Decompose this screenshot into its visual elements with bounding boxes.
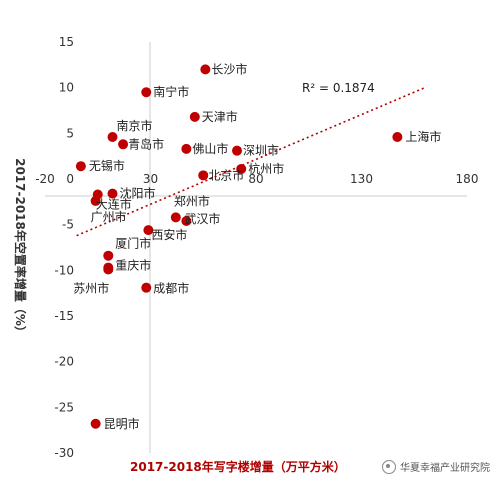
y-tick-labels: 15 10 5 0 -5 -10 -15 -20 -25 -30 xyxy=(54,35,74,460)
point-label: 青岛市 xyxy=(128,136,164,151)
point-label: 武汉市 xyxy=(184,211,220,226)
point-label: 天津市 xyxy=(202,109,238,124)
point-label: 重庆市 xyxy=(115,258,151,273)
point-label: 西安市 xyxy=(151,227,187,242)
y-tick-label: 0 xyxy=(66,172,74,186)
y-tick-label: -5 xyxy=(62,218,74,232)
point-label: 广州市 xyxy=(91,209,127,224)
data-point xyxy=(107,188,118,199)
data-point xyxy=(118,139,129,150)
y-axis-title: 2017-2018年空置率增量（%） xyxy=(13,158,28,338)
data-point xyxy=(143,225,154,236)
data-point xyxy=(236,163,247,174)
point-label: 无锡市 xyxy=(89,158,125,173)
point-label: 沈阳市 xyxy=(120,186,156,201)
point-label: 深圳市 xyxy=(243,143,279,158)
x-tick-label: 30 xyxy=(143,172,158,186)
data-points xyxy=(75,64,403,429)
watermark: 华夏幸福产业研究院 xyxy=(382,459,490,474)
trendline xyxy=(76,86,426,237)
y-tick-label: -25 xyxy=(54,400,74,414)
data-point xyxy=(392,131,403,142)
data-point xyxy=(75,161,86,172)
y-tick-label: 5 xyxy=(66,126,74,140)
data-point xyxy=(107,131,118,142)
x-tick-labels: -20 30 80 130 180 xyxy=(35,172,478,186)
y-tick-label: -10 xyxy=(54,263,74,277)
x-tick-label: 180 xyxy=(456,172,479,186)
data-point xyxy=(181,216,192,227)
point-label: 北京市 xyxy=(208,167,244,182)
point-label: 苏州市 xyxy=(73,280,109,295)
data-point xyxy=(141,87,152,98)
data-point xyxy=(90,195,101,206)
y-tick-label: -20 xyxy=(54,355,74,369)
point-label: 厦门市 xyxy=(115,236,151,251)
r-squared-label: R² = 0.1874 xyxy=(302,81,375,95)
data-point xyxy=(103,250,114,261)
point-label: 郑州市 xyxy=(174,193,210,208)
y-tick-label: -15 xyxy=(54,309,74,323)
x-tick-label: 130 xyxy=(350,172,373,186)
data-point xyxy=(200,64,211,75)
x-axis-title: 2017-2018年写字楼增量（万平方米） xyxy=(130,459,346,474)
point-label: 长沙市 xyxy=(211,61,247,76)
y-tick-label: -30 xyxy=(54,446,74,460)
watermark-text: 华夏幸福产业研究院 xyxy=(400,463,490,474)
data-point xyxy=(141,282,152,293)
point-label: 昆明市 xyxy=(104,416,140,431)
data-point xyxy=(103,264,114,275)
data-point xyxy=(189,111,200,122)
point-label: 佛山市 xyxy=(192,141,228,156)
point-label: 成都市 xyxy=(153,281,189,296)
point-label: 南京市 xyxy=(117,118,153,133)
point-label: 杭州市 xyxy=(248,161,284,176)
x-tick-label: 80 xyxy=(248,172,263,186)
x-tick-label: -20 xyxy=(35,172,55,186)
data-point xyxy=(198,170,209,181)
data-point xyxy=(232,145,243,156)
y-tick-label: 10 xyxy=(59,81,74,95)
data-point xyxy=(90,418,101,429)
point-label: 上海市 xyxy=(405,129,441,144)
point-label: 大连市 xyxy=(96,197,132,212)
point-label: 南宁市 xyxy=(153,84,189,99)
wechat-icon xyxy=(382,459,396,474)
y-tick-label: 15 xyxy=(59,35,74,49)
data-point xyxy=(170,212,181,223)
data-point xyxy=(181,143,192,154)
